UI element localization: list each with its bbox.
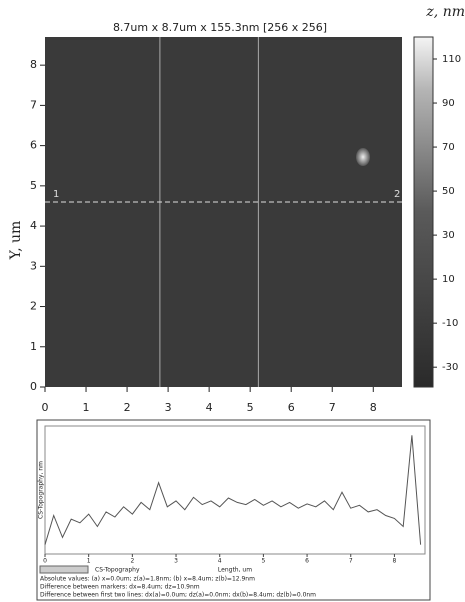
x-tick-label: 4: [206, 401, 213, 414]
y-tick-label: 3: [30, 259, 37, 272]
colorbar-tick-label: 110: [442, 54, 461, 65]
x-tick-label: 1: [83, 401, 90, 414]
profile-frame: [44, 425, 426, 555]
x-tick-label: 0: [43, 558, 47, 565]
bright-feature: [356, 148, 370, 166]
toolbar: [39, 565, 89, 574]
x-tick-label: 7: [329, 401, 336, 414]
y-tick-label: 1: [30, 340, 37, 353]
profile-y-label: CS-Topography, nm: [38, 461, 45, 519]
colorbar-tick-label: 50: [442, 186, 455, 197]
colorbar-label: z, nm: [425, 4, 465, 20]
y-tick-label: 7: [30, 98, 37, 111]
x-tick-label: 8: [393, 558, 397, 565]
x-tick-label: 6: [288, 401, 295, 414]
status-text: Difference between markers: dx=8.4um; dz…: [40, 584, 200, 591]
status-text: Absolute values: (a) x=0.0um; z(a)=1.8nm…: [40, 576, 255, 583]
colorbar-tick-label: 90: [442, 98, 455, 109]
image-title: 8.7um x 8.7um x 155.3nm [256 x 256]: [113, 21, 327, 34]
colorbar-tick-label: 10: [442, 274, 455, 285]
x-tick-label: 8: [370, 401, 377, 414]
colorbar: [413, 36, 434, 388]
colorbar-tick-label: -30: [442, 362, 458, 373]
afm-image: [45, 37, 402, 387]
y-tick-label: 6: [30, 139, 37, 152]
x-tick-label: 2: [124, 401, 131, 414]
y-tick-label: 0: [30, 380, 37, 393]
x-tick-label: 5: [247, 401, 254, 414]
y-axis-label: Y, um: [8, 221, 24, 261]
cursor-label: 1: [53, 189, 59, 200]
x-tick-label: 0: [42, 401, 49, 414]
colorbar-tick-label: -10: [442, 318, 458, 329]
x-tick-label: 4: [218, 558, 222, 565]
profile-tab: CS-Topography: [95, 567, 140, 574]
profile-line: [44, 435, 422, 545]
x-tick-label: 5: [261, 558, 265, 565]
profile-panel: [36, 419, 431, 601]
colorbar-tick-label: 70: [442, 142, 455, 153]
profile-x-label: Length, um: [218, 567, 252, 574]
x-tick-label: 3: [165, 401, 172, 414]
x-tick-label: 7: [349, 558, 353, 565]
y-tick-label: 8: [30, 58, 37, 71]
x-tick-label: 6: [305, 558, 309, 565]
y-tick-label: 2: [30, 300, 37, 313]
cursor-label: 2: [394, 189, 400, 200]
y-tick-label: 5: [30, 179, 37, 192]
y-tick-label: 4: [30, 219, 37, 232]
x-tick-label: 1: [87, 558, 91, 565]
x-tick-label: 2: [130, 558, 134, 565]
status-text: Difference between first two lines: dx(a…: [40, 592, 316, 599]
x-tick-label: 3: [174, 558, 178, 565]
colorbar-tick-label: 30: [442, 230, 455, 241]
